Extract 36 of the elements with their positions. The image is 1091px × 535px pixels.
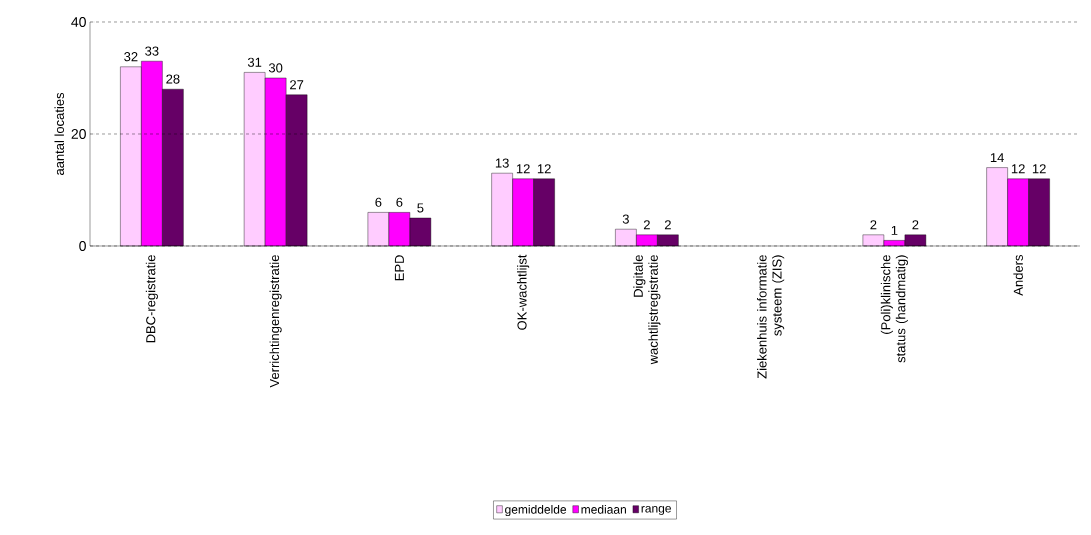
data-label: 3 [622, 214, 629, 224]
y-tick-label: 20 [71, 129, 86, 139]
x-tick-label: Verrichtingenregistratie [269, 255, 282, 388]
x-tick-label: DBC-registratie [145, 255, 158, 343]
data-label: 6 [396, 197, 403, 207]
data-label: 28 [166, 74, 180, 84]
data-label: 1 [891, 225, 898, 235]
data-label: 2 [912, 220, 919, 230]
data-label: 32 [124, 52, 138, 62]
data-label: 30 [268, 63, 283, 73]
x-tick-label: EPD [394, 255, 404, 281]
data-label: 12 [537, 164, 551, 174]
data-label: 2 [664, 220, 671, 230]
legend-label: mediaan [581, 504, 626, 514]
data-label: 14 [990, 153, 1004, 163]
y-tick-label: 40 [71, 17, 86, 27]
x-tick-label: OK-wachtlijst [517, 254, 530, 330]
data-label: 13 [495, 158, 509, 168]
legend-label: gemiddelde [505, 504, 567, 517]
y-tick-label: 0 [79, 241, 86, 251]
data-label: 33 [145, 46, 159, 56]
x-tick-label: Ziekenhuis informatie systeem (ZIS) [757, 255, 785, 379]
data-label: 12 [1032, 164, 1046, 174]
y-axis-title: aantal locaties [54, 92, 65, 176]
data-label: 27 [290, 80, 304, 90]
x-tick-label: (Poli)klinische status (handmatig) [880, 255, 908, 363]
data-label: 6 [375, 197, 382, 207]
x-tick-label: Anders [1013, 255, 1023, 296]
legend-label: range [641, 506, 671, 515]
data-label: 2 [870, 220, 877, 230]
data-label: 2 [643, 220, 650, 230]
x-tick-label: Digitale wachtlijstregistratie [633, 255, 661, 365]
data-label: 12 [516, 164, 530, 174]
data-label: 5 [417, 203, 424, 213]
data-label: 31 [247, 57, 262, 67]
data-label: 12 [1011, 164, 1025, 174]
